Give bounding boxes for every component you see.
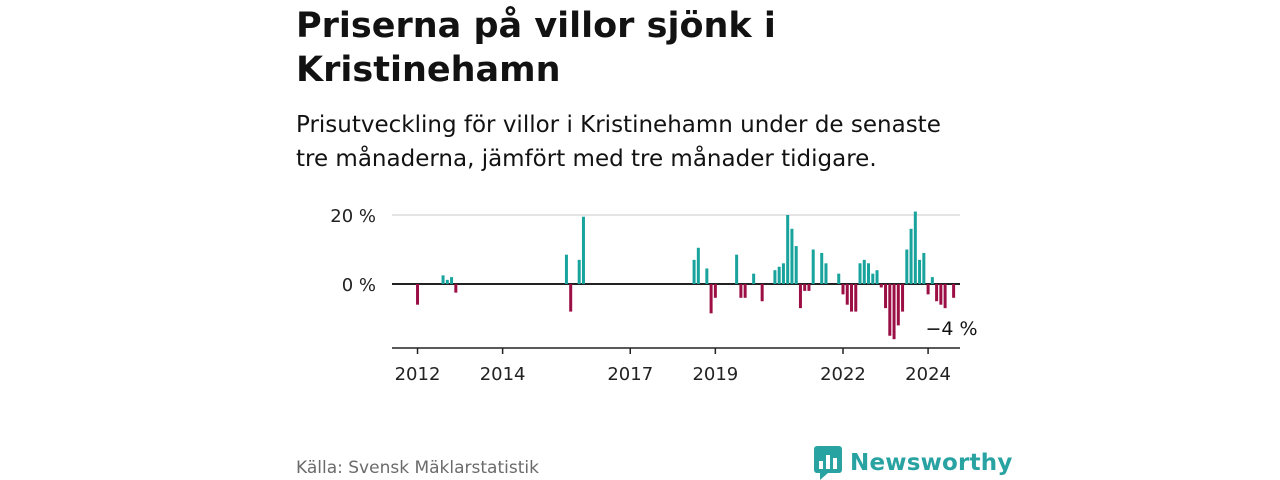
chart-title: Priserna på villor sjönk i Kristinehamn xyxy=(296,6,776,90)
brand-logo: Newsworthy xyxy=(814,446,1013,480)
x-tick-label: 2022 xyxy=(820,364,866,385)
bar xyxy=(930,277,934,284)
chart-subtitle: Prisutveckling för villor i Kristinehamn… xyxy=(296,112,941,172)
bar xyxy=(577,259,581,284)
source-note: Källa: Svensk Mäklarstatistik xyxy=(296,458,539,478)
bar xyxy=(858,263,862,284)
bar xyxy=(450,277,454,284)
last-value-label: −4 % xyxy=(926,318,978,340)
bar xyxy=(943,284,947,309)
bar xyxy=(845,284,849,305)
bar xyxy=(564,254,568,284)
x-tick-label: 2017 xyxy=(607,364,653,385)
bar xyxy=(781,263,785,284)
bar xyxy=(692,259,696,284)
x-tick-label: 2024 xyxy=(905,364,951,385)
bar xyxy=(416,284,420,305)
bar xyxy=(867,263,871,284)
bar xyxy=(888,284,892,336)
bar xyxy=(884,284,888,309)
bar xyxy=(820,252,824,284)
bar xyxy=(739,284,743,298)
bar xyxy=(871,273,875,284)
x-tick-label: 2014 xyxy=(480,364,526,385)
x-tick-label: 2012 xyxy=(395,364,441,385)
bar xyxy=(824,263,828,284)
bar xyxy=(939,284,943,305)
y-tick-label: 20 % xyxy=(330,206,376,227)
bar xyxy=(918,259,922,284)
bar xyxy=(777,266,781,284)
bar xyxy=(905,249,909,284)
bar xyxy=(854,284,858,312)
bar xyxy=(454,284,458,293)
bar xyxy=(875,270,879,284)
bar xyxy=(581,216,585,284)
bar xyxy=(705,268,709,284)
bar xyxy=(922,252,926,284)
bar xyxy=(926,284,930,295)
bar xyxy=(752,273,756,284)
bar xyxy=(760,284,764,302)
bar xyxy=(879,284,883,288)
x-tick-label: 2019 xyxy=(692,364,738,385)
bar xyxy=(794,246,798,284)
bar xyxy=(952,284,956,298)
bar xyxy=(445,279,449,284)
bar xyxy=(913,211,917,284)
bar xyxy=(786,215,790,284)
bar xyxy=(896,284,900,326)
bar xyxy=(901,284,905,312)
bar xyxy=(441,275,445,284)
bar xyxy=(735,254,739,284)
bar xyxy=(709,284,713,314)
bar xyxy=(837,273,841,284)
bar xyxy=(696,247,700,284)
bar xyxy=(803,284,807,291)
newsworthy-logo-icon xyxy=(814,446,842,480)
bar xyxy=(807,284,811,291)
bar xyxy=(569,284,573,312)
bar xyxy=(798,284,802,309)
y-tick-label: 0 % xyxy=(342,275,376,296)
bars xyxy=(416,211,956,340)
bar xyxy=(935,284,939,302)
bar xyxy=(841,284,845,295)
bar xyxy=(909,228,913,284)
bar xyxy=(892,284,896,340)
bar xyxy=(773,270,777,284)
bar xyxy=(811,249,815,284)
brand-name: Newsworthy xyxy=(850,450,1013,476)
bar xyxy=(790,228,794,284)
bar xyxy=(743,284,747,298)
bar xyxy=(713,284,717,298)
bar xyxy=(850,284,854,312)
gridlines xyxy=(392,214,960,285)
axes: 0 % 20 % 2012 2014 2017 2019 2022 2024 −4 % xyxy=(330,206,979,385)
bar xyxy=(862,259,866,284)
